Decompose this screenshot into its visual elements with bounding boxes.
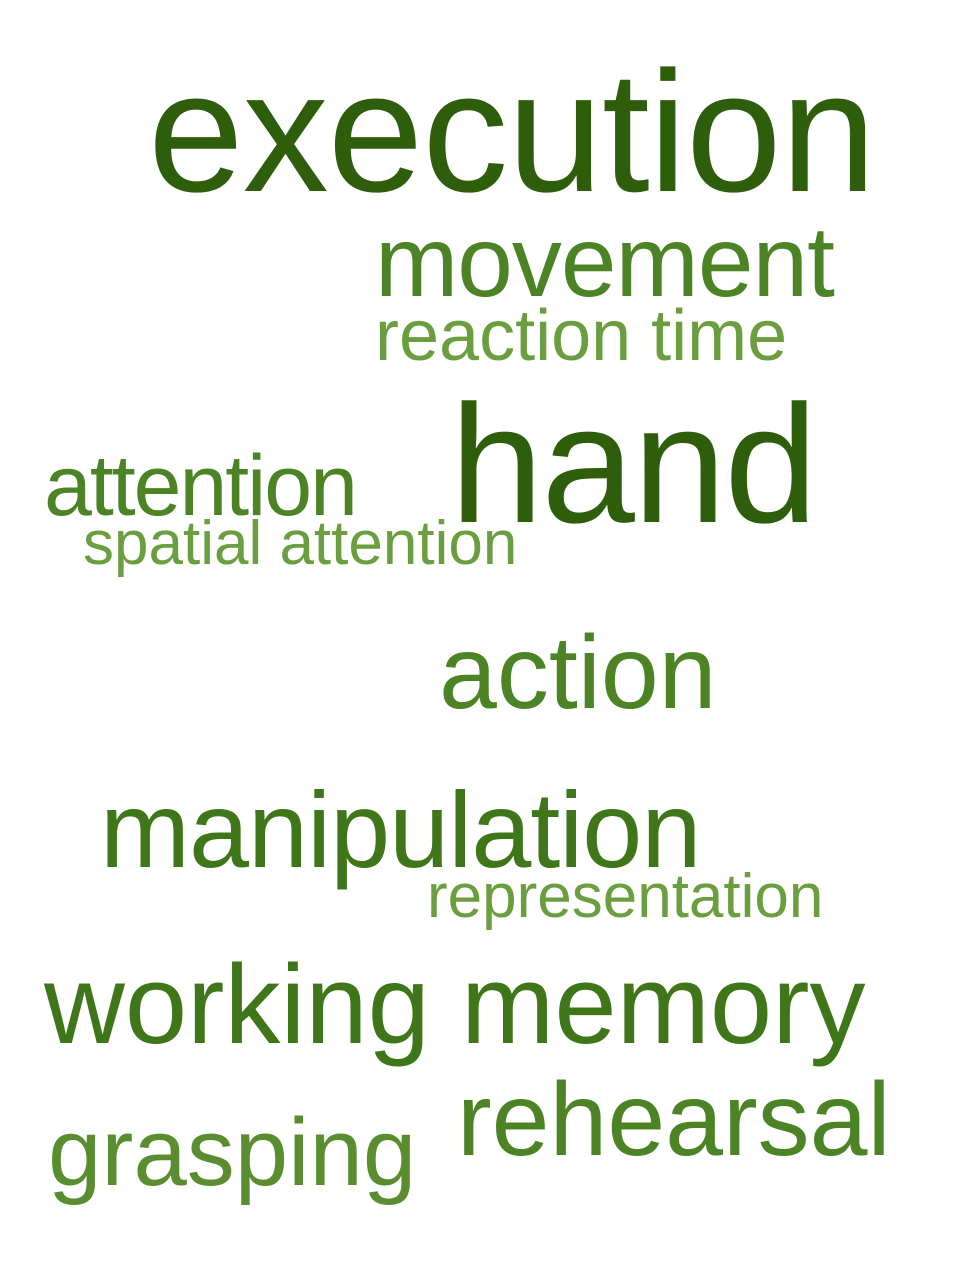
word-grasping: grasping	[48, 1099, 417, 1206]
word-action: action	[439, 615, 717, 731]
word-movement: movement	[375, 206, 835, 318]
word-attention: attention	[44, 438, 358, 534]
word-representation: representation	[427, 862, 824, 931]
word-manipulation: manipulation	[100, 769, 701, 890]
word-working-memory: working memory	[44, 942, 866, 1067]
word-hand: hand	[450, 370, 818, 558]
word-execution: execution	[148, 36, 876, 228]
word-spatial-attention: spatial attention	[83, 509, 518, 578]
word-reaction-time: reaction time	[375, 296, 788, 376]
word-rehearsal: rehearsal	[457, 1062, 891, 1178]
